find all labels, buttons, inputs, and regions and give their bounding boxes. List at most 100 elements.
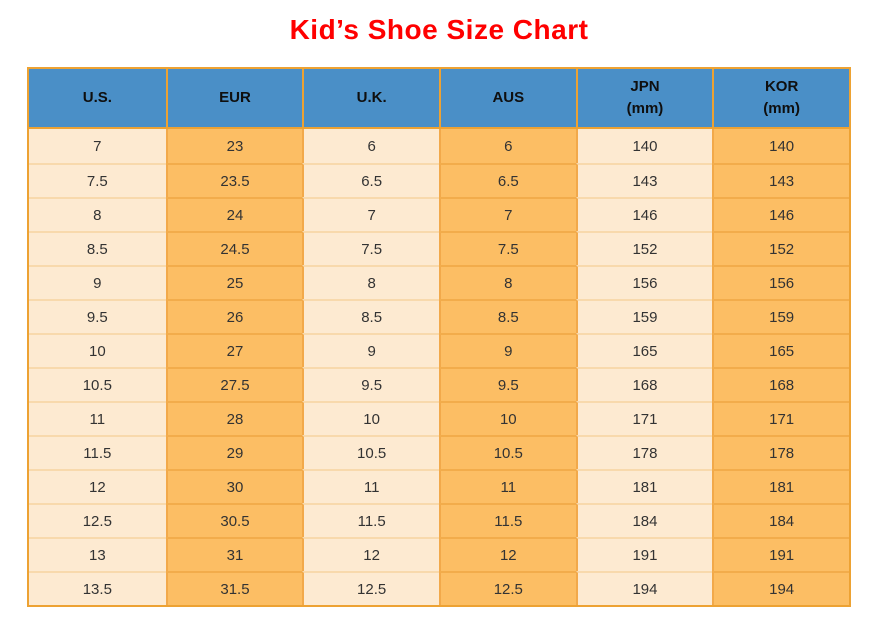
shoe-size-table: U.S. EUR U.K. AUS JPN (mm) KOR (mm) 7 23 6 6 140 140… [27,67,851,607]
size-cell-aus: 11 [438,469,576,503]
size-cell-aus: 12 [438,537,576,571]
size-cell-aus: 6 [438,129,576,163]
size-cell-eur: 23.5 [165,163,303,197]
size-cell-us: 13.5 [29,571,166,605]
size-cell-kor: 165 [712,333,849,367]
size-cell-us: 9.5 [29,299,166,333]
table-row: 11.5 29 10.5 10.5 178 178 [29,435,849,469]
size-cell-uk: 11 [302,469,439,503]
size-cell-kor: 168 [712,367,849,401]
table-row: 9 25 8 8 156 156 [29,265,849,299]
size-cell-us: 11.5 [29,435,166,469]
size-cell-jpn: 171 [575,401,713,435]
size-cell-us: 12.5 [29,503,166,537]
header-row: U.S. EUR U.K. AUS JPN (mm) KOR (mm) [29,69,849,129]
size-cell-kor: 140 [712,129,849,163]
size-cell-uk: 8 [302,265,439,299]
size-cell-kor: 171 [712,401,849,435]
size-cell-kor: 181 [712,469,849,503]
size-cell-eur: 29 [165,435,303,469]
size-cell-us: 9 [29,265,166,299]
size-cell-jpn: 184 [575,503,713,537]
size-cell-jpn: 146 [575,197,713,231]
size-cell-kor: 152 [712,231,849,265]
column-header-kor: KOR (mm) [712,69,849,129]
table-row: 10.5 27.5 9.5 9.5 168 168 [29,367,849,401]
column-header-eur: EUR [165,69,303,129]
table-row: 11 28 10 10 171 171 [29,401,849,435]
size-cell-us: 7 [29,129,166,163]
size-cell-eur: 30.5 [165,503,303,537]
size-cell-kor: 194 [712,571,849,605]
size-cell-kor: 156 [712,265,849,299]
size-cell-jpn: 152 [575,231,713,265]
table-row: 9.5 26 8.5 8.5 159 159 [29,299,849,333]
size-cell-uk: 8.5 [302,299,439,333]
size-cell-kor: 159 [712,299,849,333]
size-cell-us: 10 [29,333,166,367]
size-cell-eur: 30 [165,469,303,503]
size-cell-jpn: 178 [575,435,713,469]
size-cell-uk: 9.5 [302,367,439,401]
column-header-us: U.S. [29,69,166,129]
size-cell-kor: 143 [712,163,849,197]
table-row: 13.5 31.5 12.5 12.5 194 194 [29,571,849,605]
size-cell-aus: 12.5 [438,571,576,605]
table-row: 8.5 24.5 7.5 7.5 152 152 [29,231,849,265]
size-cell-uk: 9 [302,333,439,367]
size-cell-kor: 146 [712,197,849,231]
size-cell-aus: 9.5 [438,367,576,401]
size-cell-aus: 7 [438,197,576,231]
size-cell-kor: 178 [712,435,849,469]
table-row: 8 24 7 7 146 146 [29,197,849,231]
size-cell-eur: 24 [165,197,303,231]
size-cell-eur: 23 [165,129,303,163]
size-cell-aus: 9 [438,333,576,367]
table-row: 10 27 9 9 165 165 [29,333,849,367]
size-cell-jpn: 168 [575,367,713,401]
size-cell-aus: 6.5 [438,163,576,197]
size-cell-eur: 24.5 [165,231,303,265]
size-cell-jpn: 165 [575,333,713,367]
shoe-size-chart: U.S. EUR U.K. AUS JPN (mm) KOR (mm) 7 23 6 6 140 140… [0,67,878,607]
size-cell-us: 8.5 [29,231,166,265]
size-cell-uk: 10 [302,401,439,435]
table-body: 7 23 6 6 140 140 7.5 23.5 6.5 6.5 143 143 8 24 7 7 146 14… [29,129,849,605]
size-cell-aus: 8.5 [438,299,576,333]
size-cell-aus: 8 [438,265,576,299]
table-row: 7.5 23.5 6.5 6.5 143 143 [29,163,849,197]
table-row: 12.5 30.5 11.5 11.5 184 184 [29,503,849,537]
size-cell-uk: 7.5 [302,231,439,265]
size-cell-us: 13 [29,537,166,571]
size-cell-us: 8 [29,197,166,231]
size-cell-eur: 25 [165,265,303,299]
size-cell-kor: 184 [712,503,849,537]
size-cell-us: 10.5 [29,367,166,401]
page: Kid’s Shoe Size Chart U.S. EUR U.K. AUS JPN(… [0,14,878,607]
size-cell-jpn: 156 [575,265,713,299]
size-cell-aus: 10.5 [438,435,576,469]
table-row: 7 23 6 6 140 140 [29,129,849,163]
size-cell-uk: 11.5 [302,503,439,537]
size-cell-kor: 191 [712,537,849,571]
size-cell-us: 12 [29,469,166,503]
size-cell-eur: 28 [165,401,303,435]
size-cell-jpn: 143 [575,163,713,197]
column-header-aus: AUS [438,69,576,129]
size-cell-eur: 31 [165,537,303,571]
page-title: Kid’s Shoe Size Chart [289,14,589,45]
size-cell-eur: 26 [165,299,303,333]
table-row: 12 30 11 11 181 181 [29,469,849,503]
size-cell-uk: 12.5 [302,571,439,605]
size-cell-uk: 7 [302,197,439,231]
size-cell-aus: 10 [438,401,576,435]
size-cell-uk: 10.5 [302,435,439,469]
size-cell-jpn: 140 [575,129,713,163]
size-cell-uk: 12 [302,537,439,571]
size-cell-jpn: 194 [575,571,713,605]
size-cell-eur: 27 [165,333,303,367]
column-header-jpn: JPN (mm) [575,69,713,129]
table-row: 13 31 12 12 191 191 [29,537,849,571]
size-cell-us: 7.5 [29,163,166,197]
table-header: U.S. EUR U.K. AUS JPN (mm) KOR (mm) [29,69,849,129]
